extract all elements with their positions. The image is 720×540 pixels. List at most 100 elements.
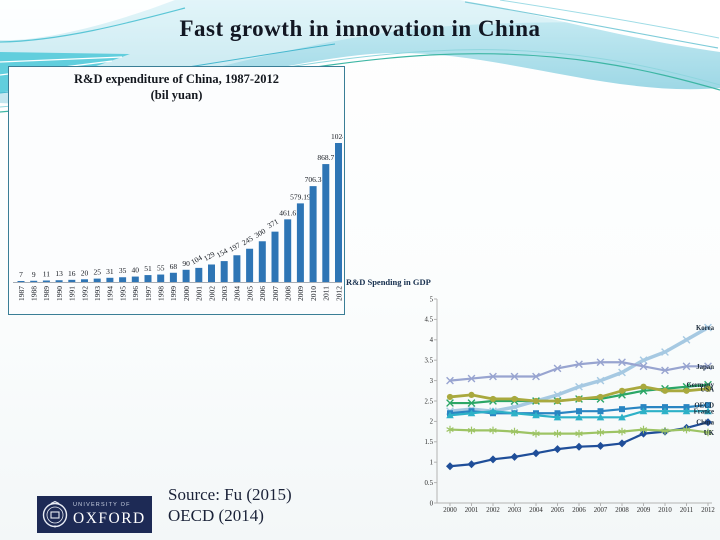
y-tick-label: 1	[430, 460, 433, 467]
bar-value-label: 245	[240, 234, 254, 248]
series-marker	[639, 356, 648, 365]
series-marker	[576, 408, 582, 415]
series-marker	[682, 335, 691, 344]
bar-value-label: 461.6	[279, 208, 296, 217]
bar-value-label: 51	[144, 264, 152, 273]
series-marker	[532, 411, 540, 419]
bar-value-label: 13	[55, 269, 63, 278]
bar-year-label: 1999	[169, 286, 178, 301]
bar	[106, 277, 114, 282]
series-marker	[553, 413, 562, 421]
series-marker	[532, 449, 540, 458]
bar	[271, 231, 279, 282]
series-marker	[446, 393, 454, 401]
series-marker	[618, 387, 626, 394]
oxford-crest-icon	[42, 500, 68, 527]
y-tick-label: 0	[430, 500, 434, 507]
series-marker	[618, 358, 626, 367]
bar-value-label: 20	[81, 268, 89, 277]
x-tick-label: 2007	[594, 507, 608, 514]
series-marker	[532, 429, 540, 438]
bar-value-label: 40	[132, 266, 140, 275]
series-marker	[639, 429, 648, 438]
series-marker	[575, 360, 583, 369]
x-tick-label: 2012	[701, 507, 715, 514]
series-marker	[510, 372, 519, 381]
series-marker	[661, 387, 669, 394]
series-marker	[467, 374, 476, 383]
series-marker	[661, 426, 669, 435]
series-marker	[661, 348, 669, 356]
bar-value-label: 90	[182, 259, 190, 268]
bar-value-label: 68	[170, 262, 178, 271]
series-marker	[553, 364, 562, 373]
series-marker	[683, 387, 690, 394]
series-label-korea: Korea	[696, 325, 715, 332]
x-tick-label: 2011	[680, 507, 693, 514]
x-tick-label: 2008	[615, 507, 629, 514]
series-marker	[553, 390, 562, 399]
series-marker	[618, 413, 626, 421]
series-marker	[682, 407, 691, 415]
series-marker	[554, 410, 561, 417]
series-marker	[489, 407, 497, 415]
bar-value-label: 55	[157, 264, 165, 273]
series-marker	[575, 413, 583, 421]
bar-value-label: 31	[106, 267, 114, 276]
series-marker	[446, 462, 454, 471]
bar-year-label: 2009	[296, 286, 305, 301]
series-marker	[575, 429, 583, 438]
x-tick-label: 2000	[443, 507, 457, 514]
bar-year-label: 2000	[182, 286, 191, 301]
bar	[296, 203, 304, 282]
bar-value-label: 9	[32, 270, 36, 279]
series-marker	[532, 372, 540, 381]
series-marker	[661, 407, 669, 415]
bar-year-label: 1987	[17, 286, 26, 301]
series-marker	[467, 409, 476, 417]
series-marker	[446, 411, 454, 419]
series-marker	[511, 395, 518, 403]
series-marker	[618, 427, 626, 436]
series-marker	[467, 426, 476, 435]
series-marker	[640, 404, 647, 411]
line-chart-title: R&D Spending in GDP	[346, 277, 431, 287]
line-chart-axes	[436, 299, 712, 504]
bar-year-label: 1990	[55, 286, 64, 301]
series-marker	[575, 382, 583, 391]
bar	[220, 261, 228, 282]
y-tick-label: 3	[430, 378, 434, 385]
bar-value-label: 35	[119, 266, 127, 275]
bar	[55, 280, 63, 282]
x-tick-label: 2003	[508, 507, 522, 514]
series-marker	[446, 425, 454, 434]
source-citation: Source: Fu (2015) OECD (2014)	[168, 484, 292, 526]
bar-year-label: 1994	[106, 286, 115, 301]
series-marker	[596, 376, 605, 385]
bar	[335, 143, 342, 282]
series-marker	[446, 376, 454, 385]
oxford-logo-university-of: UNIVERSITY OF	[73, 502, 131, 508]
bar	[131, 276, 139, 282]
series-marker	[704, 362, 712, 371]
bar	[233, 255, 241, 282]
bar-year-label: 2005	[245, 286, 254, 301]
series-marker	[619, 406, 625, 413]
bar-year-label: 2003	[220, 286, 229, 301]
series-marker	[596, 413, 605, 421]
series-marker	[553, 445, 562, 454]
series-marker	[532, 397, 540, 405]
bar-value-label: 300	[253, 226, 267, 240]
bar	[42, 280, 50, 282]
series-marker	[489, 426, 497, 435]
series-marker	[618, 368, 626, 377]
bar	[309, 186, 317, 282]
series-marker	[639, 425, 648, 434]
series-marker	[510, 403, 519, 412]
series-marker	[661, 366, 669, 375]
bar-value-label: 1024	[331, 132, 343, 141]
series-marker	[596, 358, 605, 367]
series-marker	[640, 383, 647, 390]
oxford-logo: UNIVERSITY OF OXFORD	[37, 496, 152, 533]
x-tick-label: 2001	[465, 507, 479, 514]
